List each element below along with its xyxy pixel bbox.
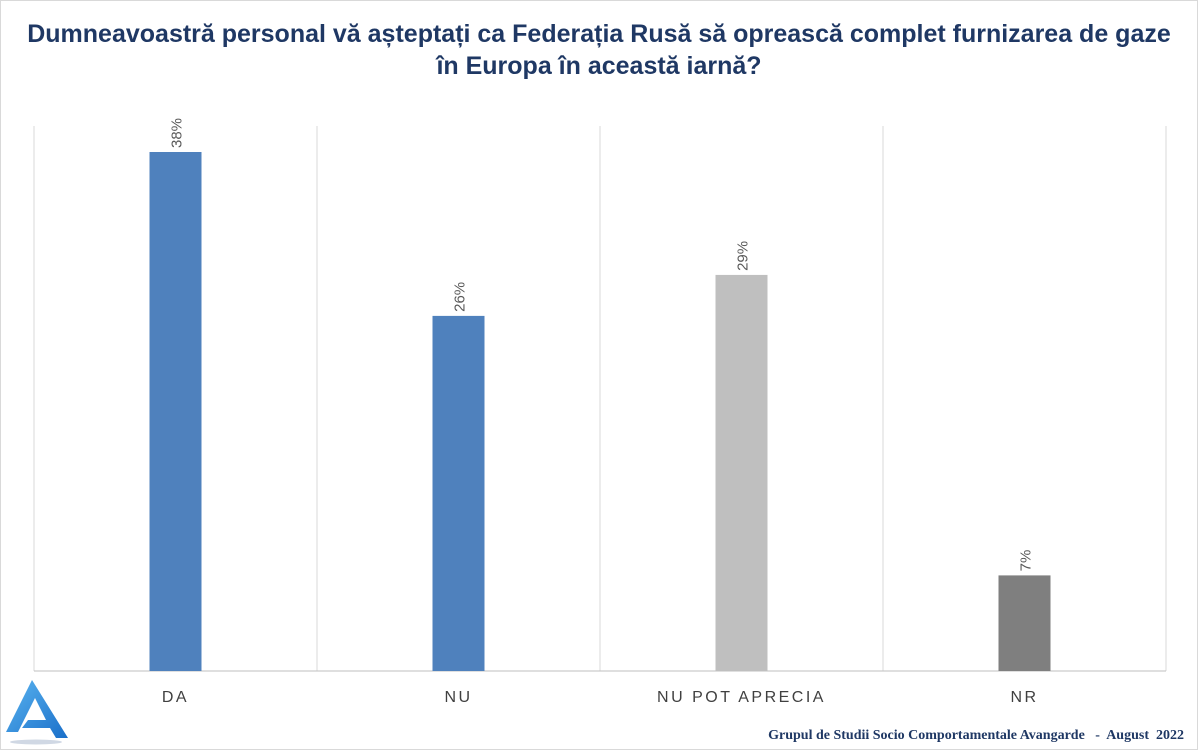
chart-title: Dumneavoastră personal vă așteptați ca F… <box>0 18 1198 82</box>
chart-title-line-1: Dumneavoastră personal vă așteptați ca F… <box>27 20 1171 48</box>
avangarde-logo-icon <box>6 680 68 745</box>
bar <box>149 152 202 671</box>
bar <box>998 575 1051 671</box>
data-label: 29% <box>735 241 752 271</box>
data-label: 38% <box>169 118 186 148</box>
data-label: 7% <box>1018 550 1035 572</box>
data-label: 26% <box>452 282 469 312</box>
chart-title-line-2: în Europa în această iarnă? <box>436 52 762 80</box>
category-label: DA <box>162 689 189 706</box>
bar <box>432 315 485 671</box>
source-footer: Grupul de Studii Socio Comportamentale A… <box>768 728 1184 743</box>
category-label: NU <box>444 689 472 706</box>
bar <box>715 274 768 671</box>
category-label: NR <box>1010 689 1038 706</box>
category-label: NU POT APRECIA <box>657 689 826 706</box>
